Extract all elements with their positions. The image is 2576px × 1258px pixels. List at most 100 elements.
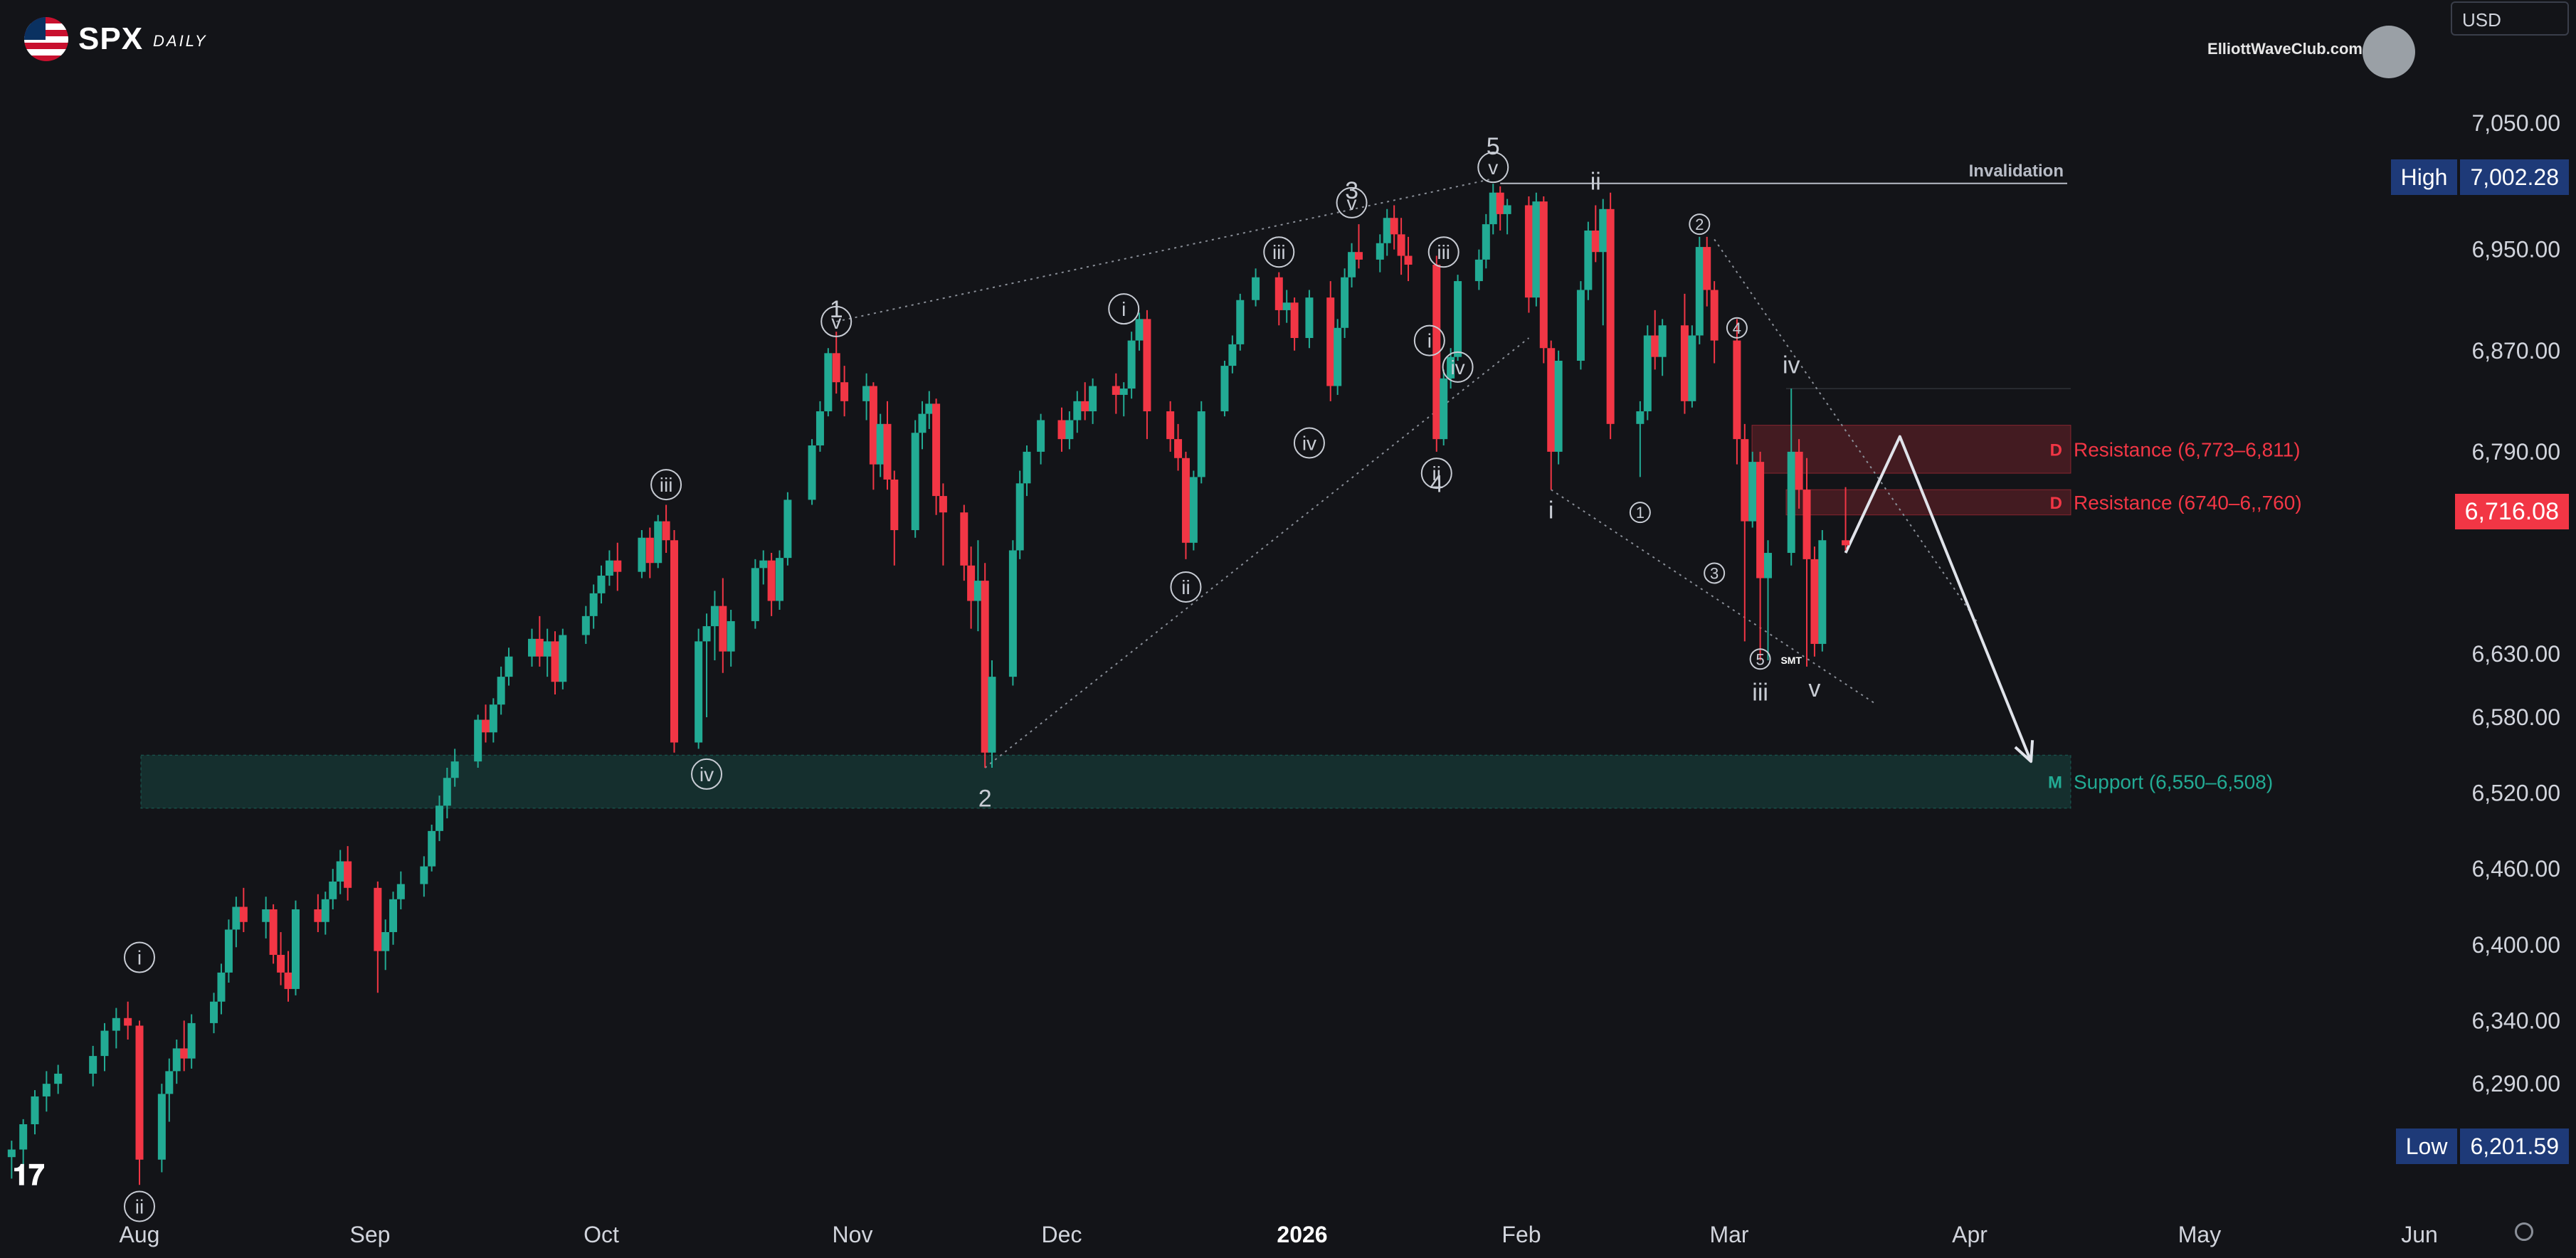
candle-body — [862, 386, 871, 401]
candle-layer — [7, 184, 1850, 1185]
trendline — [1551, 489, 1877, 706]
zone-resistance-lower — [1785, 489, 2071, 516]
projection-arrow-head — [2014, 740, 2034, 763]
wave-label-circle — [1293, 427, 1325, 459]
x-tick-label: May — [2178, 1222, 2221, 1247]
candle-body — [645, 537, 654, 564]
candle-body — [1065, 420, 1074, 440]
candle-body — [497, 677, 505, 705]
wave-label-circle — [1108, 293, 1140, 325]
candle-body — [239, 906, 248, 922]
zone-tag: D — [2050, 494, 2062, 513]
wave-label: v — [1488, 157, 1498, 179]
y-tick-label: 6,520.00 — [2471, 781, 2560, 806]
candle-body — [759, 560, 768, 569]
candle-body — [1695, 247, 1704, 336]
candle-body — [925, 403, 934, 414]
candle-body — [918, 413, 927, 433]
wave-label: ii — [1181, 576, 1190, 598]
candle-body — [1454, 281, 1462, 357]
candle-body — [1057, 420, 1066, 440]
candle-body — [436, 805, 443, 831]
candle-body — [1181, 458, 1190, 543]
candle-body — [262, 909, 270, 922]
candle-body — [1290, 302, 1299, 339]
low-value: 6,201.59 — [2460, 1128, 2569, 1164]
currency-select[interactable]: USD — [2451, 1, 2569, 36]
candle-body — [1397, 234, 1405, 256]
y-tick-label: 7,050.00 — [2471, 110, 2560, 136]
candle-body — [1802, 490, 1811, 559]
candle-body — [1376, 243, 1384, 260]
candle-body — [702, 626, 711, 642]
high-value: 7,002.28 — [2460, 159, 2569, 195]
zone-label: Support (6,550–6,508) — [2074, 771, 2273, 793]
candle-body — [7, 1149, 16, 1158]
candle-body — [719, 606, 727, 652]
trendline — [836, 178, 1494, 322]
candle-body — [1037, 420, 1045, 452]
candle-body — [559, 635, 567, 682]
candle-body — [597, 576, 606, 593]
zone-tag: M — [2048, 773, 2062, 793]
wave-label: i — [1121, 298, 1126, 320]
candle-body — [543, 641, 551, 657]
candle-body — [187, 1022, 196, 1059]
candle-body — [1547, 348, 1556, 452]
candle-body — [112, 1018, 120, 1031]
candle-body — [381, 931, 390, 951]
zone-tag: D — [2050, 440, 2062, 460]
wave-label-circle — [1689, 213, 1711, 236]
wave-label: iii — [1437, 241, 1450, 263]
candle-body — [1651, 335, 1659, 357]
candle-body — [1166, 411, 1175, 440]
candle-body — [1174, 439, 1183, 458]
candle-body — [450, 761, 459, 778]
candle-body — [1404, 255, 1413, 265]
wave-label: v — [1347, 192, 1357, 214]
candle-body — [1197, 411, 1205, 477]
tradingview-logo-icon[interactable]: 𝟏𝟕 — [13, 1160, 45, 1191]
candle-body — [1326, 297, 1335, 386]
candle-body — [344, 861, 352, 888]
candle-body — [1810, 559, 1819, 644]
candle-body — [1680, 325, 1689, 401]
candle-body — [1354, 252, 1363, 260]
candle-body — [832, 353, 840, 383]
invalidation-label: Invalidation — [1969, 162, 2064, 181]
symbol-header: SPX DAILY — [24, 17, 208, 61]
high-label: High — [2390, 159, 2458, 195]
candle-body — [336, 861, 344, 882]
candle-body — [443, 778, 451, 806]
candle-body — [662, 521, 670, 541]
wave-label: v — [1808, 675, 1820, 702]
wave-label-circle — [691, 758, 723, 790]
trendline — [1714, 238, 1978, 623]
candle-body — [1710, 290, 1719, 341]
wave-label: iv — [700, 763, 714, 786]
symbol-name: SPX — [78, 21, 144, 56]
wave-label-circle — [1420, 458, 1452, 490]
candle-body — [1748, 462, 1757, 522]
settings-gear-icon[interactable] — [2515, 1222, 2533, 1241]
y-tick-label: 6,580.00 — [2471, 704, 2560, 730]
x-tick-label: Feb — [1501, 1222, 1541, 1247]
wave-label-circle — [124, 1190, 155, 1222]
candle-body — [1554, 360, 1563, 452]
candle-body — [1334, 327, 1342, 386]
x-tick-label: 2026 — [1277, 1222, 1327, 1247]
candle-body — [1228, 344, 1237, 366]
candle-body — [911, 433, 919, 531]
wave-label: 3 — [1345, 177, 1358, 204]
wave-label: 2 — [978, 786, 992, 813]
candle-body — [172, 1048, 181, 1072]
candle-body — [1383, 218, 1391, 243]
candle-body — [840, 382, 849, 401]
candle-body — [751, 568, 759, 621]
wave-label: 3 — [1710, 564, 1719, 582]
candle-body — [1764, 553, 1773, 578]
candle-body — [482, 719, 490, 733]
candle-body — [1252, 277, 1260, 300]
candle-body — [808, 445, 816, 500]
